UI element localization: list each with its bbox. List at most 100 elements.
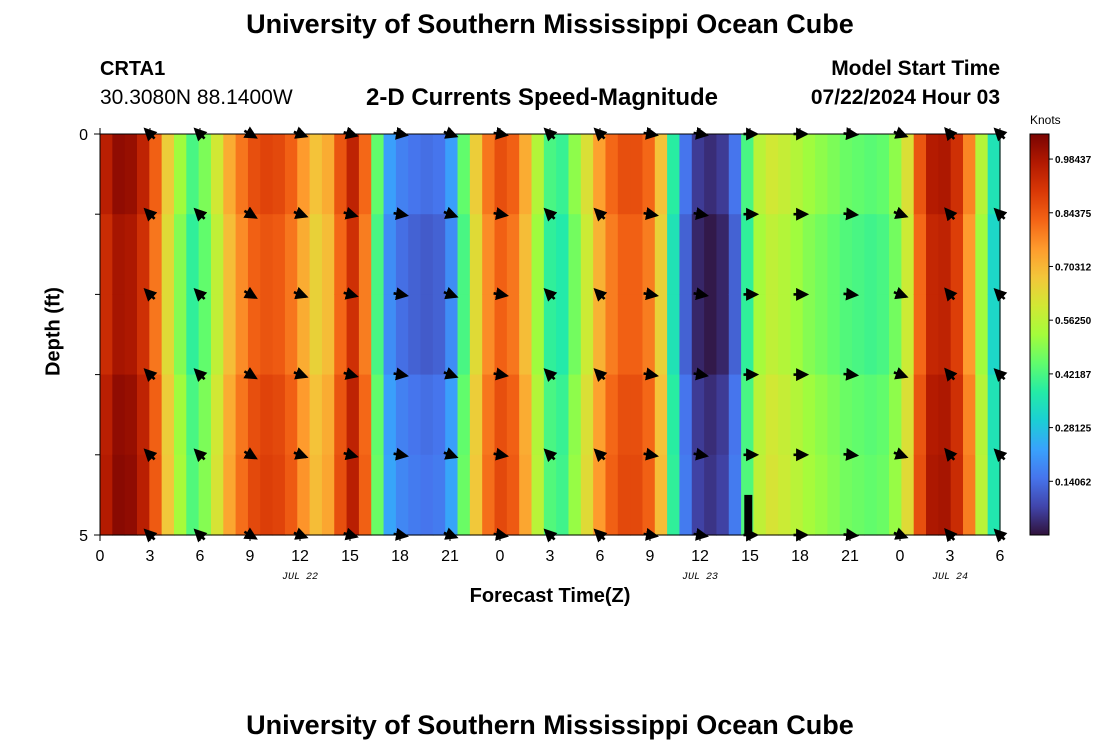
heatmap-cell bbox=[136, 454, 150, 536]
heatmap-cell bbox=[839, 294, 853, 376]
current-arrow bbox=[843, 367, 860, 381]
heatmap-cell bbox=[802, 454, 816, 536]
heatmap-cell bbox=[728, 374, 742, 456]
heatmap-cell bbox=[149, 294, 163, 376]
heatmap-cell bbox=[765, 454, 779, 536]
heatmap-cell bbox=[469, 134, 483, 215]
current-arrow bbox=[693, 367, 709, 381]
current-arrow bbox=[543, 448, 558, 463]
x-tick-label: 18 bbox=[791, 548, 809, 565]
heatmap-cell bbox=[531, 134, 545, 215]
heatmap-cell bbox=[223, 454, 237, 536]
heatmap-cell bbox=[864, 374, 878, 456]
x-tick-label: 3 bbox=[546, 548, 555, 565]
heatmap-cell bbox=[494, 134, 508, 215]
heatmap-cell bbox=[506, 454, 520, 536]
x-tick-label: 21 bbox=[841, 548, 859, 565]
heatmap-cell bbox=[210, 374, 224, 456]
heatmap-cell bbox=[519, 134, 533, 215]
heatmap-cell bbox=[186, 454, 200, 536]
heatmap-cell bbox=[605, 454, 619, 536]
date-label: JUL 22 bbox=[282, 572, 318, 583]
heatmap-cell bbox=[667, 134, 681, 215]
heatmap-cell bbox=[864, 454, 878, 536]
x-tick-label: 3 bbox=[946, 548, 955, 565]
heatmap-cell bbox=[173, 374, 187, 456]
current-arrow bbox=[143, 207, 158, 222]
heatmap-cell bbox=[926, 214, 939, 295]
heatmap-cell bbox=[223, 214, 237, 295]
heatmap-cell bbox=[667, 374, 681, 456]
heatmap-cell bbox=[482, 214, 496, 295]
heatmap-cell bbox=[383, 454, 397, 536]
heatmap-cell bbox=[926, 374, 939, 456]
current-arrow bbox=[543, 368, 558, 382]
heatmap-cell bbox=[889, 214, 902, 295]
current-arrow bbox=[493, 287, 509, 301]
heatmap-cell bbox=[765, 214, 779, 295]
heatmap-cell bbox=[161, 214, 175, 295]
heatmap-cell bbox=[691, 294, 705, 376]
heatmap-cell bbox=[790, 214, 804, 295]
heatmap-cell bbox=[210, 454, 224, 536]
heatmap-cell bbox=[901, 374, 915, 456]
heatmap-cell bbox=[913, 454, 927, 536]
heatmap-cell bbox=[704, 134, 718, 215]
current-arrow bbox=[293, 286, 309, 300]
current-arrow bbox=[343, 447, 359, 461]
heatmap-cell bbox=[802, 294, 816, 376]
heatmap-cell bbox=[876, 454, 890, 536]
heatmap-cell bbox=[580, 214, 594, 295]
heatmap-cell bbox=[383, 134, 397, 215]
heatmap-cell bbox=[987, 214, 1001, 295]
heatmap-cell bbox=[617, 374, 631, 456]
heatmap-cell bbox=[938, 454, 952, 536]
heatmap-cell bbox=[371, 214, 385, 295]
heatmap-cell bbox=[728, 454, 742, 536]
heatmap-cell bbox=[950, 454, 964, 536]
heatmap-cell bbox=[235, 454, 249, 536]
current-arrow bbox=[693, 287, 709, 301]
current-arrow bbox=[393, 287, 409, 301]
heatmap-cell bbox=[321, 214, 335, 295]
heatmap-cell bbox=[321, 374, 335, 456]
heatmap-cell bbox=[173, 134, 187, 215]
heatmap-cell bbox=[284, 374, 298, 456]
heatmap-cell bbox=[223, 294, 237, 376]
heatmap-cell bbox=[839, 214, 853, 295]
heatmap-cell bbox=[741, 214, 755, 295]
heatmap-cell bbox=[297, 134, 311, 215]
heatmap-cell bbox=[642, 294, 656, 376]
heatmap-cell bbox=[987, 294, 1001, 376]
x-tick-label: 6 bbox=[196, 548, 205, 565]
heatmap-cell bbox=[100, 294, 113, 376]
x-tick-label: 12 bbox=[691, 548, 709, 565]
heatmap-cell bbox=[839, 134, 853, 215]
heatmap-cell bbox=[494, 454, 508, 536]
heatmap-cell bbox=[235, 294, 249, 376]
heatmap-cell bbox=[506, 214, 520, 295]
heatmap-cell bbox=[630, 294, 644, 376]
heatmap-cell bbox=[827, 214, 841, 295]
heatmap-cell bbox=[420, 454, 434, 536]
date-label: JUL 23 bbox=[682, 572, 718, 583]
heatmap-cell bbox=[432, 374, 446, 456]
heatmap-cell bbox=[260, 454, 274, 536]
x-tick-label: 21 bbox=[441, 548, 459, 565]
heatmap-cell bbox=[827, 134, 841, 215]
heatmap-cell bbox=[679, 214, 693, 295]
heatmap-cell bbox=[889, 454, 902, 536]
heatmap-cell bbox=[346, 134, 360, 215]
current-arrow bbox=[193, 368, 208, 382]
heatmap-cell bbox=[556, 454, 570, 536]
heatmap-cell bbox=[593, 134, 607, 215]
x-tick-label: 6 bbox=[996, 548, 1005, 565]
heatmap-cell bbox=[839, 374, 853, 456]
heatmap-cell bbox=[580, 294, 594, 376]
x-axis-label: Forecast Time(Z) bbox=[469, 585, 631, 607]
heatmap-cell bbox=[420, 294, 434, 376]
heatmap-cell bbox=[790, 454, 804, 536]
heatmap-cell bbox=[482, 374, 496, 456]
heatmap-cell bbox=[950, 214, 964, 295]
current-arrow bbox=[944, 287, 958, 302]
